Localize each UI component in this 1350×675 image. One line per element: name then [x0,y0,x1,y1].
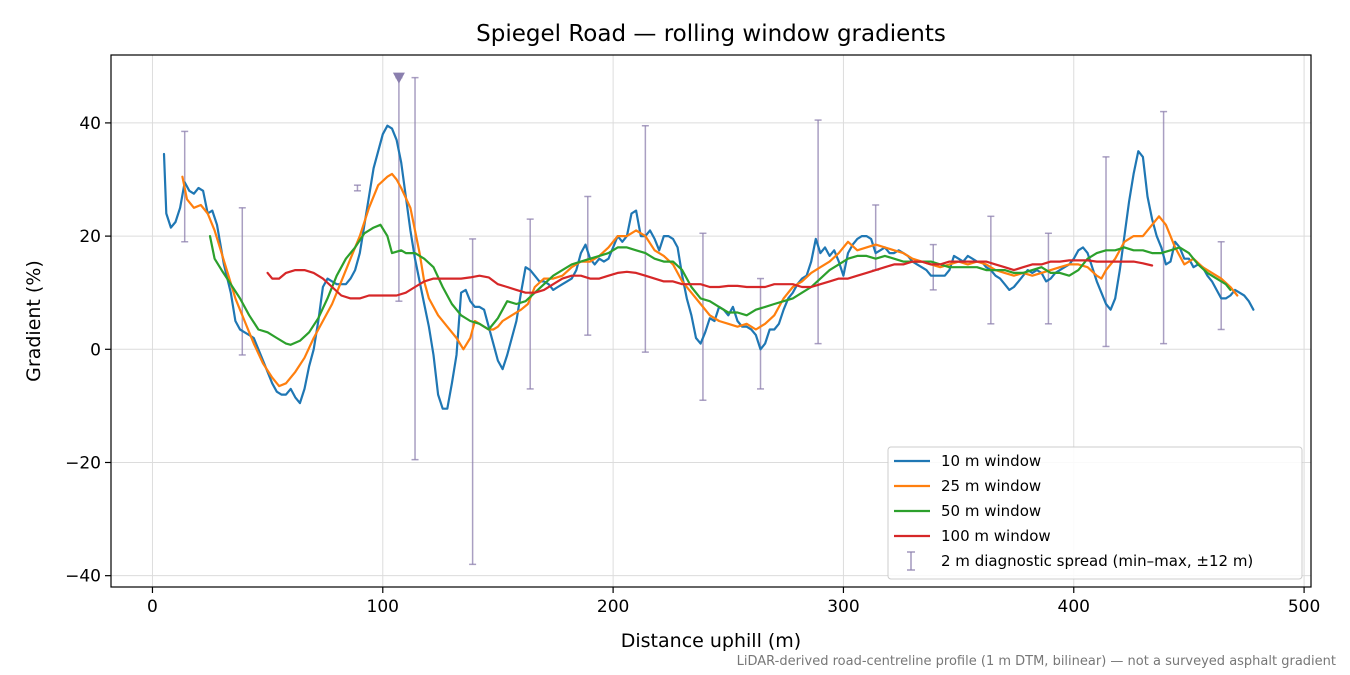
grid-lines [111,55,1311,587]
x-tick-label: 200 [597,597,629,617]
series-line-10-m-window [162,124,1255,410]
spread-errorbar [526,218,534,390]
plot-area-frame [110,54,1312,588]
spread-errorbar [1102,156,1110,348]
legend-label: 25 m window [941,477,1041,495]
legend-label: 2 m diagnostic spread (min–max, ±12 m) [941,552,1253,570]
footnote: LiDAR-derived road-centreline profile (1… [737,654,1336,669]
x-tick-label: 0 [147,597,158,617]
spread-errorbar [1160,110,1168,345]
spread-errorbar [814,119,822,345]
chart-title: Spiegel Road — rolling window gradients [476,21,946,47]
spread-errorbar [1217,241,1225,331]
spread-errorbar [757,277,765,390]
diagnostic-spread-bars [181,72,1225,566]
legend-label: 100 m window [941,527,1051,545]
legend: 10 m window 25 m window 50 m window 100 m w… [887,446,1303,580]
x-tick-label: 500 [1288,597,1320,617]
spread-errorbar [353,184,361,192]
legend-label: 10 m window [941,452,1041,470]
series-line-100-m-window [266,259,1154,300]
axis-ticks: 0 100 200 300 400 500 −40 −20 0 20 40 [65,114,1320,617]
x-tick-label: 300 [827,597,859,617]
series-line-50-m-window [208,223,1232,346]
spread-errorbar [1044,232,1052,325]
y-axis-label: Gradient (%) [23,260,45,382]
legend-swatch [907,551,915,571]
series-line-25-m-window [181,172,1239,388]
series-lines [162,124,1255,410]
y-tick-label: 0 [90,340,101,360]
spread-errorbar [584,195,592,336]
y-tick-label: 40 [79,114,101,134]
spread-errorbar [641,124,649,353]
y-tick-label: 20 [79,227,101,247]
y-tick-label: −20 [65,453,101,473]
x-axis-label: Distance uphill (m) [621,630,801,652]
spread-errorbar [699,232,707,401]
spread-errorbar [411,76,419,461]
spread-errorbar [469,238,477,566]
spread-errorbar [929,243,937,291]
clipped-spread-marker [392,72,405,84]
legend-box [887,446,1303,580]
x-tick-label: 100 [367,597,399,617]
x-tick-label: 400 [1058,597,1090,617]
legend-label: 50 m window [941,502,1041,520]
spread-errorbar [872,204,880,271]
y-tick-label: −40 [65,567,101,587]
